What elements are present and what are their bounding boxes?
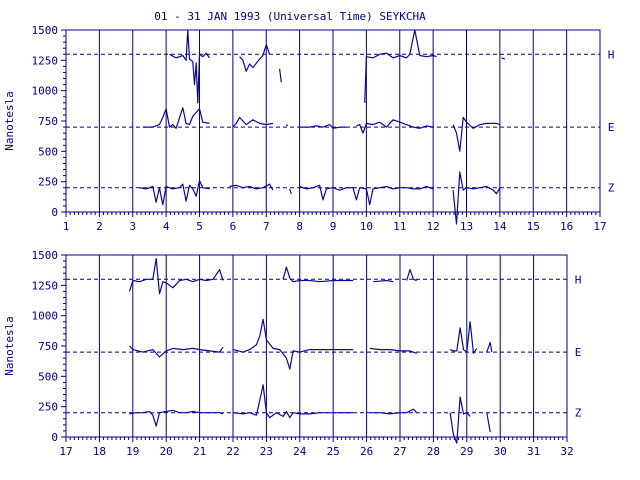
x-tick-label: 23 [260,445,273,458]
x-tick-label: 19 [126,445,139,458]
x-tick-label: 32 [560,445,573,458]
x-tick-label: 6 [230,220,237,233]
y-tick-label: 0 [51,206,58,219]
x-tick-label: 17 [593,220,606,233]
panel-2: 0 250 500 750 1000 1250 1500 17 18 19 20 21 22 23 24 25… [3,249,582,458]
x-tick-label: 9 [330,220,337,233]
y-axis-label: Nanotesla [3,316,16,376]
x-tick-label: 8 [296,220,303,233]
y-tick-label: 1500 [32,24,59,37]
x-tick-label: 13 [460,220,473,233]
x-tick-label: 24 [293,445,307,458]
x-tick-label: 29 [460,445,473,458]
x-tick-label: 4 [163,220,170,233]
x-tick-label: 10 [360,220,373,233]
trace-e [142,107,501,152]
x-tick-label: 18 [93,445,106,458]
y-tick-label: 1000 [32,310,59,323]
x-tick-label: 27 [393,445,406,458]
component-label-h: H [575,273,582,286]
y-tick-label: 1250 [32,279,59,292]
x-tick-label: 28 [427,445,440,458]
y-tick-label: 500 [38,370,58,383]
x-tick-label: 1 [63,220,70,233]
x-tick-label: 5 [196,220,203,233]
x-tick-label: 22 [226,445,239,458]
x-tick-label: 7 [263,220,270,233]
y-tick-label: 750 [38,115,58,128]
x-tick-label: 2 [96,220,103,233]
x-tick-label: 15 [527,220,540,233]
component-label-e: E [608,121,615,134]
trace-h [169,29,506,104]
trace-z [139,171,501,225]
y-tick-label: 750 [38,340,58,353]
y-tick-label: 0 [51,431,58,444]
chart-title: 01 - 31 JAN 1993 (Universal Time) SEYKCH… [154,10,426,23]
y-tick-label: 1500 [32,249,59,262]
component-label-h: H [608,48,615,61]
x-tick-label: 30 [494,445,507,458]
x-tick-label: 20 [160,445,173,458]
x-tick-label: 21 [193,445,206,458]
plot-frame [65,254,568,438]
x-tick-label: 16 [560,220,573,233]
component-label-e: E [575,346,582,359]
y-tick-label: 1000 [32,85,59,98]
trace-e [129,318,493,370]
component-label-z: Z [575,407,582,420]
x-tick-label: 12 [427,220,440,233]
y-axis-label: Nanotesla [3,91,16,151]
y-tick-label: 250 [38,176,58,189]
trace-h [128,258,417,295]
x-tick-label: 17 [59,445,72,458]
x-tick-label: 31 [527,445,540,458]
x-tick-label: 14 [493,220,507,233]
x-tick-label: 3 [129,220,136,233]
y-tick-label: 500 [38,145,58,158]
component-label-z: Z [608,182,615,195]
trace-z [129,384,491,444]
x-tick-label: 25 [327,445,340,458]
x-tick-label: 26 [360,445,373,458]
y-tick-label: 250 [38,401,58,414]
x-tick-label: 11 [393,220,406,233]
y-tick-label: 1250 [32,54,59,67]
